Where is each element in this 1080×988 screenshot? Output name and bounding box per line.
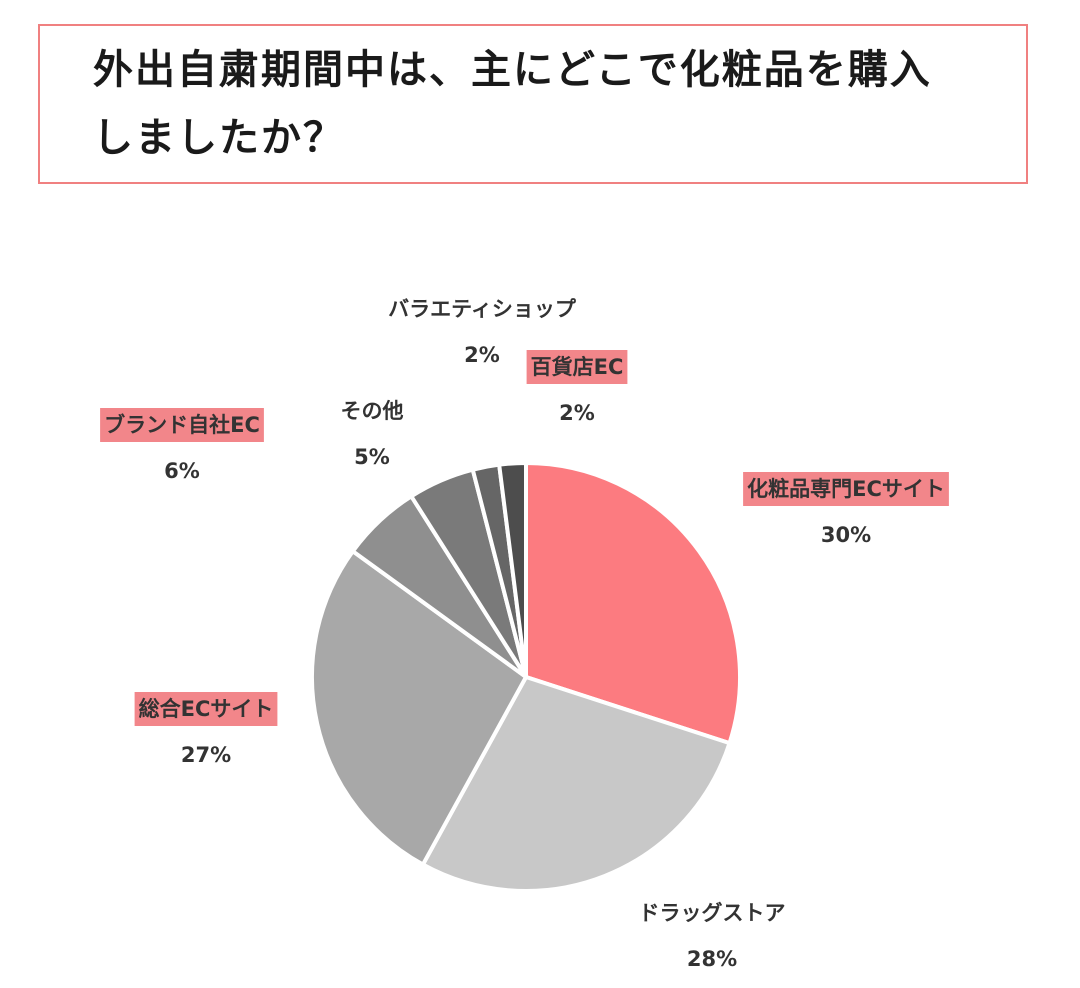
slice-label-3: 総合ECサイト 27% bbox=[134, 692, 278, 767]
slice-label-6: バラエティショップ 2% bbox=[388, 297, 577, 367]
slice-label-2: ドラッグストア 28% bbox=[639, 901, 786, 971]
slice-value-label: 30% bbox=[821, 523, 871, 547]
slice-value-label: 2% bbox=[464, 343, 500, 367]
slice-label-4: ブランド自社EC 6% bbox=[100, 408, 264, 483]
slice-value-label: 28% bbox=[687, 947, 737, 971]
pie-labels: 化粧品専門ECサイト 30% ドラッグストア 28% 総合ECサイト 27% ブランド自社E… bbox=[100, 297, 949, 971]
chart-title: 外出自粛期間中は、主にどこで化粧品を購入しましたか？ bbox=[93, 47, 932, 161]
slice-name-label: 化粧品専門ECサイト bbox=[747, 477, 945, 501]
slice-name-label: 総合ECサイト bbox=[139, 697, 274, 721]
slice-name-label: ブランド自社EC bbox=[104, 413, 260, 437]
pie-slice-2 bbox=[420, 675, 732, 893]
slice-label-5: その他 5% bbox=[341, 399, 404, 469]
pie-slice-7 bbox=[497, 461, 528, 679]
slice-value-label: 2% bbox=[559, 401, 595, 425]
slice-value-label: 5% bbox=[354, 445, 390, 469]
label-highlight bbox=[134, 692, 278, 726]
pie-slice-1 bbox=[524, 461, 742, 746]
slice-value-label: 27% bbox=[181, 743, 231, 767]
slice-label-7: 百貨店EC 2% bbox=[526, 350, 628, 425]
slice-name-label: その他 bbox=[341, 399, 404, 423]
pie-slice-3 bbox=[310, 549, 528, 867]
label-highlight bbox=[100, 408, 264, 442]
label-highlight bbox=[743, 472, 949, 506]
slice-name-label: 百貨店EC bbox=[531, 355, 624, 379]
slice-label-1: 化粧品専門ECサイト 30% bbox=[743, 472, 949, 547]
pie-slices bbox=[310, 461, 742, 893]
slice-name-label: ドラッグストア bbox=[639, 901, 786, 925]
slice-name-label: バラエティショップ bbox=[388, 297, 577, 321]
chart-title-box: 外出自粛期間中は、主にどこで化粧品を購入しましたか？ bbox=[38, 24, 1028, 184]
slice-value-label: 6% bbox=[164, 459, 200, 483]
label-highlight bbox=[526, 350, 628, 384]
